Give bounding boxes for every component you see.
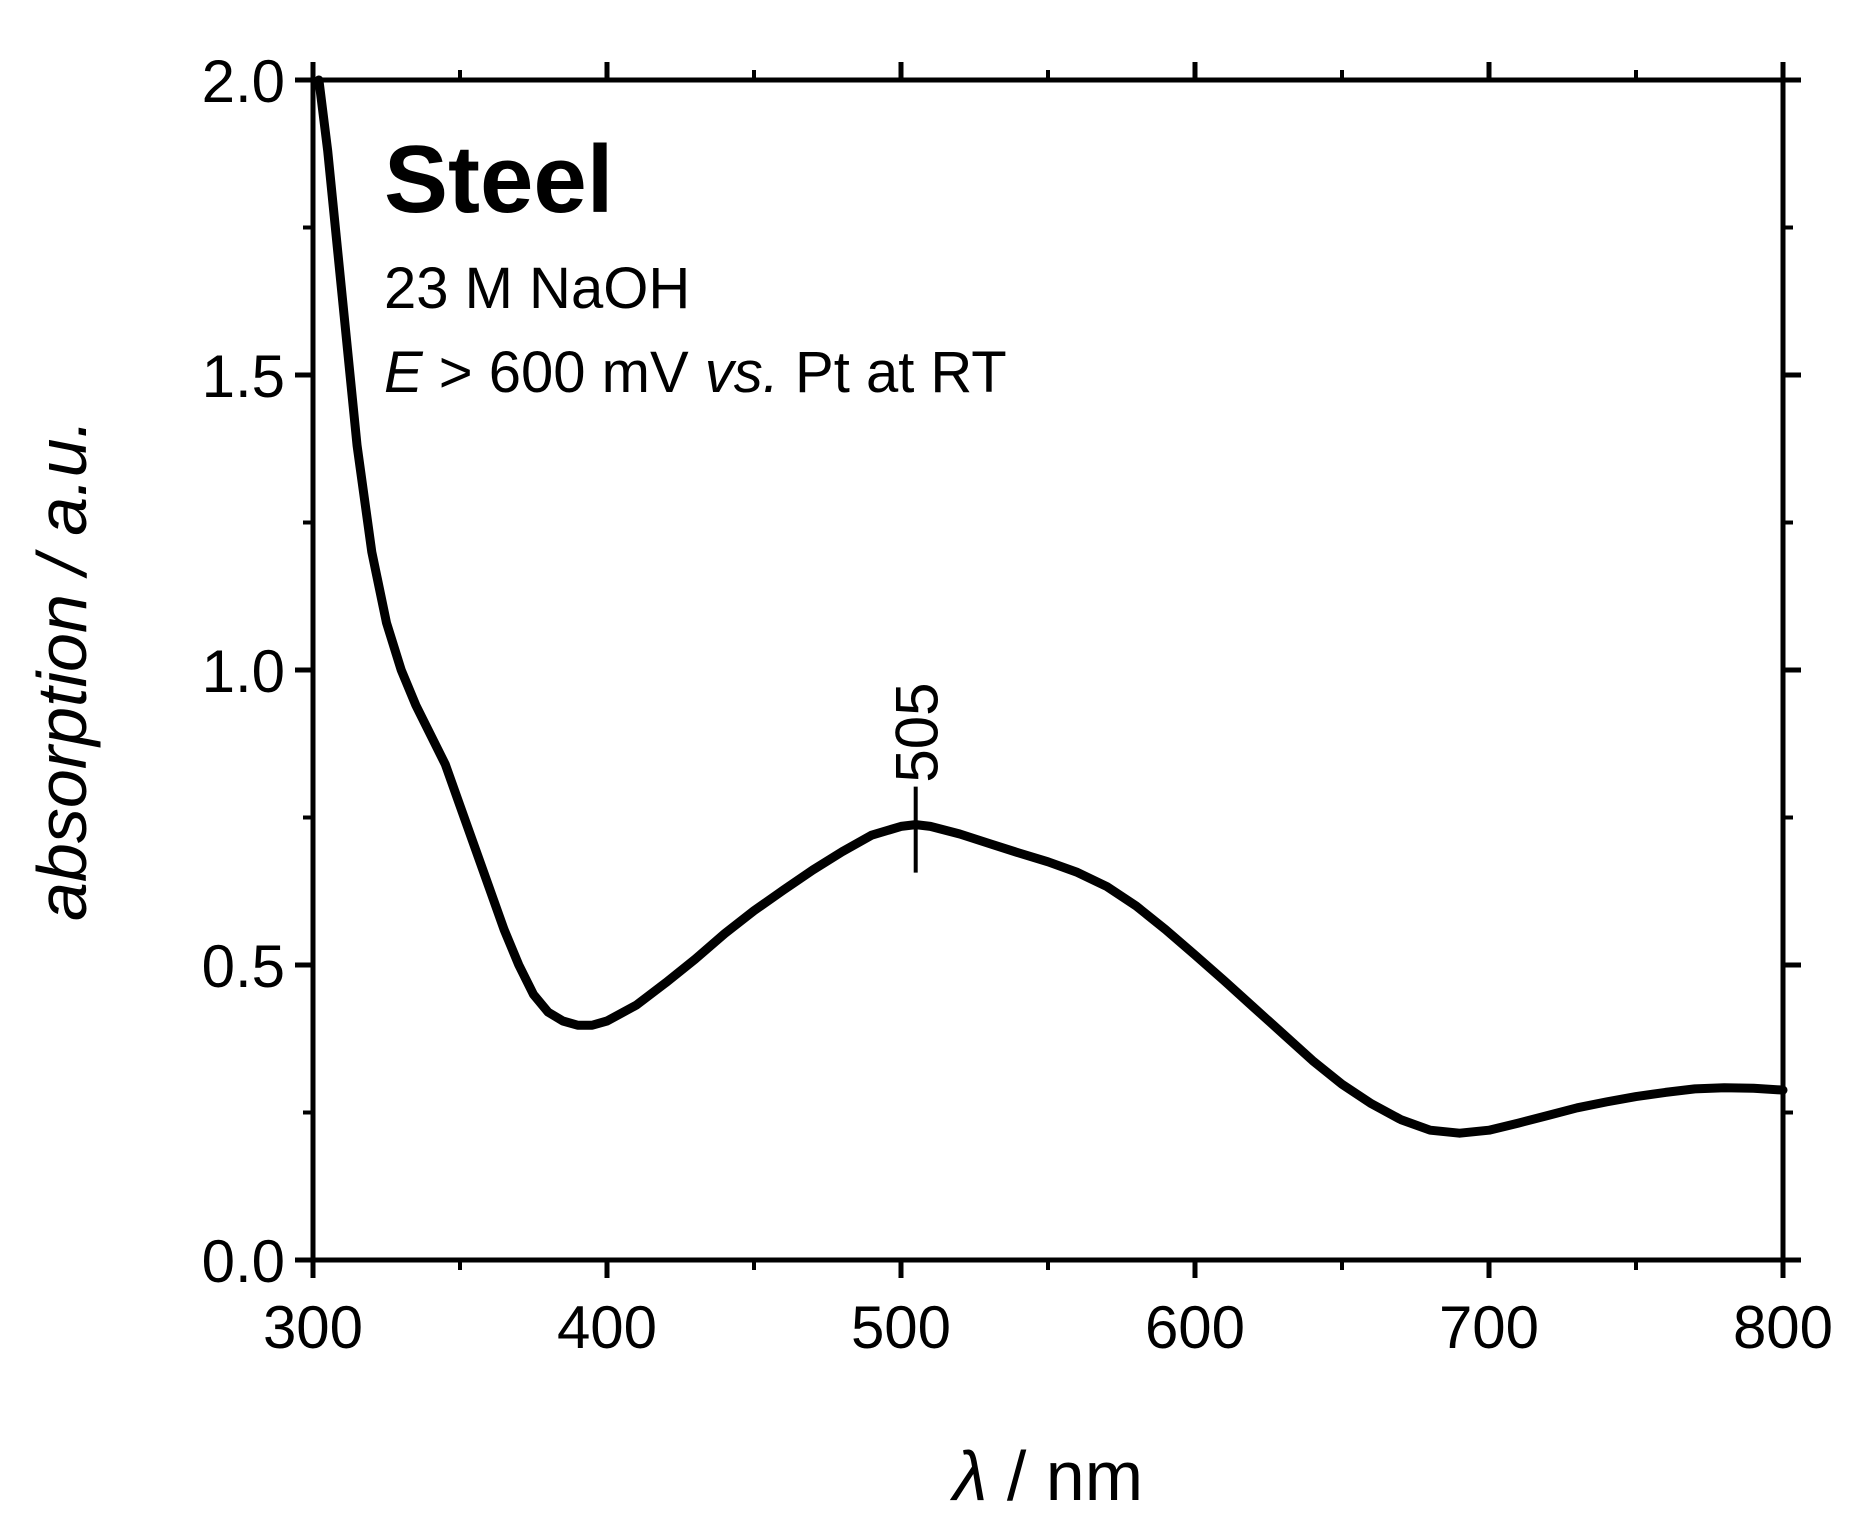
x-tick-label: 700 [1439,1294,1539,1361]
y-axis-label: absorption / a.u. [23,419,101,921]
x-tick-label: 300 [263,1294,363,1361]
annotation-potential: > 600 mV [423,340,705,405]
y-tick-label: 2.0 [202,48,285,115]
x-tick-label: 400 [557,1294,657,1361]
annotation-vs: vs. [705,340,779,405]
annotation-line2: E > 600 mV vs. Pt at RT [384,340,1007,405]
x-axis-symbol: λ [949,1437,987,1515]
x-tick-label: 800 [1733,1294,1833,1361]
y-tick-label: 0.5 [202,933,285,1000]
peak-label: 505 [884,682,951,782]
tick-marks [295,62,1801,1278]
series-line-steel [314,75,1788,1138]
y-tick-label: 1.5 [202,343,285,410]
y-axis-title: absorption / a.u. [23,419,101,921]
x-tick-label: 600 [1145,1294,1245,1361]
tick-labels: 300 400 500 600 700 800 0.0 0.5 1.0 1.5 2.0 [202,48,1833,1361]
x-axis-title: λ / nm [949,1437,1143,1515]
y-tick-label: 1.0 [202,638,285,705]
x-axis-unit: / nm [987,1437,1143,1515]
annotation-e-symbol: E [384,340,424,405]
annotation-title: Steel [384,126,613,233]
annotation-line1: 23 M NaOH [384,256,690,321]
y-tick-label: 0.0 [202,1228,285,1295]
x-tick-label: 500 [851,1294,951,1361]
annotation-reference: Pt at RT [779,340,1007,405]
